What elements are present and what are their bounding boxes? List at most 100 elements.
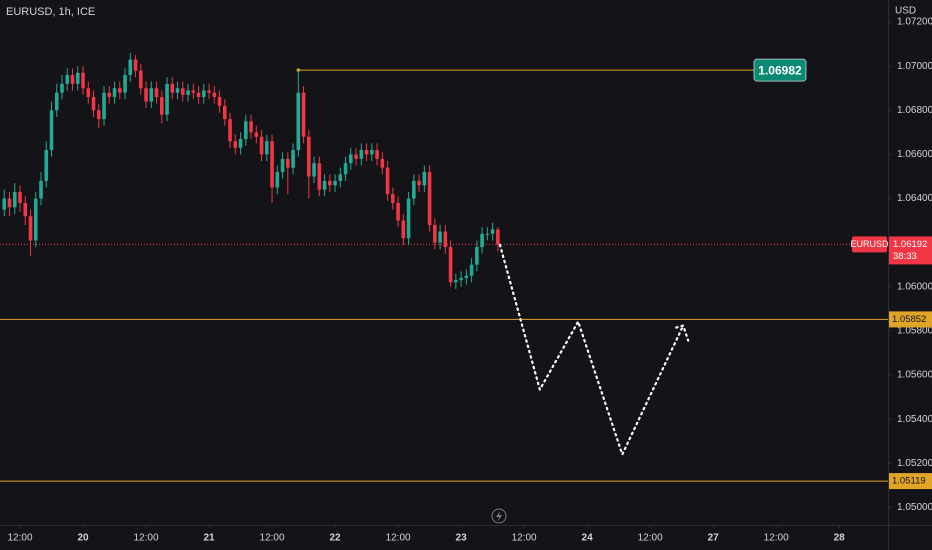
candle-body bbox=[448, 247, 453, 283]
candle-body bbox=[280, 158, 285, 173]
candle-body bbox=[265, 141, 269, 155]
x-tick-label: 12:00 bbox=[260, 533, 285, 544]
level-label: 1.05119 bbox=[892, 476, 926, 487]
y-tick-label: 1.06600 bbox=[897, 149, 932, 160]
candle-body bbox=[102, 92, 106, 120]
y-tick-label: 1.05200 bbox=[897, 458, 932, 469]
candle-body bbox=[159, 97, 164, 115]
candle-body bbox=[222, 105, 227, 120]
candle-body bbox=[112, 88, 117, 98]
candle-body bbox=[422, 172, 427, 186]
candle-body bbox=[233, 141, 238, 148]
candle-body bbox=[443, 231, 448, 248]
candle-body bbox=[81, 72, 85, 89]
x-tick-label: 12:00 bbox=[386, 533, 411, 544]
candle-body bbox=[433, 225, 437, 243]
x-tick-label: 12:00 bbox=[134, 533, 159, 544]
candle-body bbox=[312, 163, 316, 177]
candle-body bbox=[496, 229, 500, 245]
candle-body bbox=[254, 132, 259, 137]
candle-body bbox=[12, 191, 17, 208]
candle-body bbox=[49, 110, 54, 150]
candle-body bbox=[249, 121, 253, 133]
candle-body bbox=[238, 138, 243, 148]
candle-body bbox=[490, 229, 495, 234]
y-tick-label: 1.05600 bbox=[897, 370, 932, 381]
candle-body bbox=[259, 136, 264, 155]
candle-body bbox=[149, 88, 154, 102]
candle-body bbox=[375, 150, 379, 159]
candle-body bbox=[354, 154, 358, 159]
candle-body bbox=[2, 198, 7, 210]
candle-body bbox=[70, 75, 75, 84]
candle-body bbox=[117, 88, 122, 93]
candle-body bbox=[333, 180, 337, 186]
candle-body bbox=[417, 180, 421, 186]
candle-body bbox=[454, 280, 458, 283]
candle-body bbox=[154, 88, 159, 98]
projection-path bbox=[498, 243, 685, 458]
y-tick-label: 1.05000 bbox=[897, 502, 932, 513]
candle-body bbox=[464, 275, 469, 278]
candle-body bbox=[207, 90, 211, 93]
candle-body bbox=[296, 92, 301, 150]
high-badge bbox=[753, 58, 807, 82]
candle-body bbox=[412, 180, 416, 199]
candle-body bbox=[138, 70, 143, 89]
y-tick-label: 1.06000 bbox=[897, 281, 932, 292]
x-tick-label: 12:00 bbox=[638, 533, 663, 544]
candle-body bbox=[91, 97, 96, 111]
high-badge-label: 1.06982 bbox=[758, 63, 802, 77]
candle-body bbox=[244, 121, 248, 139]
icon-circle[interactable] bbox=[491, 508, 507, 524]
y-tick-label: 1.05400 bbox=[897, 414, 932, 425]
candle-body bbox=[39, 180, 43, 199]
candle-body bbox=[217, 97, 222, 106]
y-tick-label: 1.06400 bbox=[897, 193, 932, 204]
candle-body bbox=[301, 92, 306, 137]
icon-bolt[interactable] bbox=[496, 511, 502, 521]
x-tick-label: 12:00 bbox=[512, 533, 537, 544]
candle-body bbox=[54, 92, 59, 111]
candle-body bbox=[385, 167, 390, 195]
candle-body bbox=[380, 158, 385, 168]
candle-body bbox=[123, 75, 127, 93]
candle-body bbox=[427, 172, 432, 225]
candle-body bbox=[343, 163, 348, 175]
candle-body bbox=[270, 141, 274, 188]
countdown-label: 38:33 bbox=[893, 251, 917, 262]
candle-body bbox=[212, 92, 217, 98]
candle-body bbox=[469, 264, 474, 276]
candle-body bbox=[201, 90, 206, 98]
x-tick-label: 23 bbox=[456, 533, 468, 544]
last-price-label: 1.06192 bbox=[893, 239, 927, 250]
level-label-box bbox=[889, 473, 932, 490]
candle-body bbox=[475, 247, 479, 265]
candle-body bbox=[349, 154, 353, 164]
candle-body bbox=[275, 172, 280, 188]
candle-body bbox=[128, 59, 133, 75]
y-tick-label: 1.05800 bbox=[897, 326, 932, 337]
candle-body bbox=[286, 158, 290, 168]
candle-body bbox=[75, 72, 80, 84]
candle-body bbox=[175, 88, 180, 93]
y-tick-label: 1.06800 bbox=[897, 105, 932, 116]
candle-body bbox=[196, 92, 201, 98]
candle-body bbox=[438, 231, 442, 243]
candle-body bbox=[33, 198, 38, 241]
candle-body bbox=[317, 163, 322, 190]
high-marker-dot bbox=[296, 68, 301, 72]
x-tick-label: 27 bbox=[708, 533, 720, 544]
candle-body bbox=[86, 88, 91, 98]
y-tick-label: 1.07000 bbox=[897, 61, 932, 72]
candle-body bbox=[7, 198, 12, 208]
candle-body bbox=[165, 83, 169, 115]
symbol-tag-label: EURUSD bbox=[850, 239, 889, 249]
x-tick-label: 22 bbox=[330, 533, 342, 544]
projection-arrow bbox=[675, 324, 690, 342]
level-label: 1.05852 bbox=[892, 314, 926, 325]
candle-body bbox=[391, 194, 395, 203]
replay-icon[interactable] bbox=[491, 508, 507, 524]
chart-title: EURUSD, 1h, ICE bbox=[6, 6, 95, 18]
